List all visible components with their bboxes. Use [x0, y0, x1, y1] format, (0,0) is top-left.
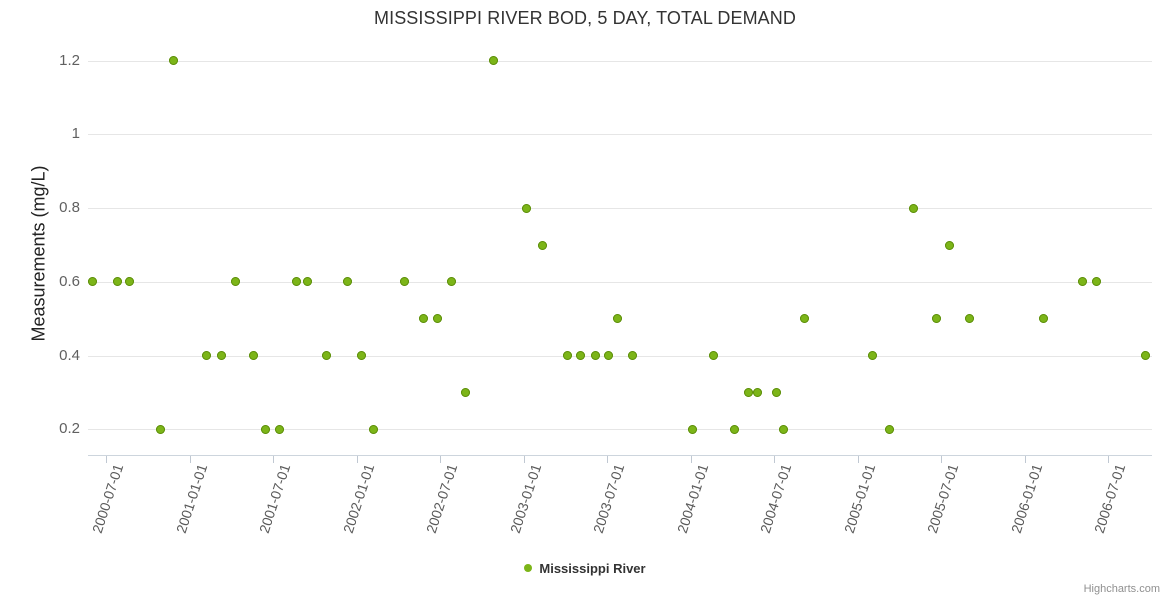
- x-axis-tick-label: 2005-07-01: [924, 462, 962, 536]
- x-axis-tick: [106, 456, 108, 463]
- x-axis-tick-label: 2002-07-01: [422, 462, 461, 536]
- x-axis-tick-label: 2004-01-01: [673, 462, 712, 536]
- data-point[interactable]: [1091, 277, 1101, 287]
- data-point[interactable]: [303, 277, 313, 287]
- x-axis-tick-label: 2004-07-01: [757, 462, 795, 536]
- x-axis-tick: [941, 456, 943, 463]
- x-axis-tick: [606, 456, 608, 463]
- data-point[interactable]: [885, 424, 895, 434]
- x-axis-tick: [774, 456, 776, 463]
- data-point[interactable]: [931, 314, 941, 324]
- data-point[interactable]: [112, 277, 122, 287]
- x-axis-tick-label: 2001-01-01: [173, 462, 211, 536]
- y-axis-tick-label: 0.4: [59, 346, 80, 364]
- gridline: [88, 60, 1152, 62]
- data-point[interactable]: [275, 424, 285, 434]
- chart-title: MISSISSIPPI RIVER BOD, 5 DAY, TOTAL DEMA…: [374, 8, 796, 28]
- x-axis-tick: [1025, 456, 1027, 463]
- data-point[interactable]: [868, 351, 878, 361]
- data-point[interactable]: [169, 56, 178, 66]
- data-point[interactable]: [778, 424, 788, 434]
- x-axis-tick: [691, 456, 693, 463]
- data-point[interactable]: [590, 351, 600, 361]
- x-axis-tick-label: 2003-07-01: [589, 462, 628, 536]
- x-axis-tick-label: 2002-01-01: [340, 462, 378, 536]
- data-point[interactable]: [752, 387, 762, 397]
- gridline: [88, 355, 1152, 357]
- data-point[interactable]: [743, 387, 753, 397]
- x-axis-tick-label: 2005-01-01: [841, 462, 879, 536]
- data-point[interactable]: [1140, 351, 1150, 361]
- data-point[interactable]: [1077, 277, 1087, 287]
- data-point[interactable]: [604, 351, 614, 361]
- data-point[interactable]: [261, 424, 271, 434]
- data-point[interactable]: [217, 351, 226, 361]
- data-point[interactable]: [562, 351, 572, 361]
- gridline: [88, 208, 1152, 210]
- x-axis-tick-label: 2001-07-01: [256, 462, 294, 536]
- data-point[interactable]: [488, 56, 498, 66]
- data-point[interactable]: [576, 351, 586, 361]
- data-point[interactable]: [321, 351, 331, 361]
- data-point[interactable]: [460, 387, 470, 397]
- data-point[interactable]: [908, 203, 918, 213]
- legend-item-label[interactable]: Mississippi River: [539, 561, 646, 577]
- data-point[interactable]: [400, 277, 410, 287]
- y-axis-tick-label: 0.8: [59, 199, 80, 217]
- y-axis-tick-label: 1: [71, 125, 80, 143]
- data-point[interactable]: [521, 203, 531, 213]
- y-axis-tick-label: 0.6: [59, 272, 80, 290]
- x-axis-tick: [273, 456, 275, 463]
- data-point[interactable]: [627, 351, 637, 361]
- x-axis-tick: [357, 456, 359, 463]
- x-axis-tick: [190, 456, 192, 463]
- gridline: [88, 134, 1152, 136]
- data-point[interactable]: [231, 277, 241, 287]
- data-point[interactable]: [155, 424, 165, 434]
- x-axis-tick: [858, 456, 860, 463]
- x-axis-tick: [1108, 456, 1110, 463]
- data-point[interactable]: [709, 351, 719, 361]
- legend-marker-icon: [524, 563, 533, 572]
- data-point[interactable]: [1039, 314, 1049, 324]
- credits-label[interactable]: Highcharts.com: [1083, 583, 1160, 595]
- data-point[interactable]: [537, 240, 547, 250]
- data-point[interactable]: [688, 424, 698, 434]
- gridline: [88, 281, 1152, 283]
- data-point[interactable]: [124, 277, 134, 287]
- data-point[interactable]: [771, 387, 781, 397]
- legend[interactable]: Mississippi River: [0, 560, 1170, 576]
- data-point[interactable]: [613, 314, 623, 324]
- x-axis-tick: [524, 456, 526, 463]
- data-point[interactable]: [432, 314, 442, 324]
- data-point[interactable]: [418, 314, 428, 324]
- data-point[interactable]: [965, 314, 975, 324]
- data-point[interactable]: [945, 240, 955, 250]
- data-point[interactable]: [446, 277, 456, 287]
- y-axis-tick-label: 0.2: [59, 420, 80, 438]
- data-point[interactable]: [249, 351, 259, 361]
- y-axis-tick-labels: 0.2 0.4 0.6 0.8 1 1.2: [0, 35, 80, 455]
- x-axis-tick-label: 2006-07-01: [1090, 462, 1129, 536]
- x-axis-tick-label: 2000-07-01: [89, 462, 127, 536]
- data-point[interactable]: [201, 351, 211, 361]
- x-axis-line: [88, 455, 1152, 456]
- gridline: [88, 429, 1152, 431]
- plot-area: [88, 35, 1152, 455]
- x-axis-tick-label: 2006-01-01: [1008, 462, 1046, 536]
- data-point[interactable]: [291, 277, 301, 287]
- data-point[interactable]: [356, 351, 366, 361]
- data-point[interactable]: [368, 424, 378, 434]
- data-point[interactable]: [88, 277, 98, 287]
- data-point[interactable]: [342, 277, 352, 287]
- y-axis-tick-label: 1.2: [59, 51, 80, 69]
- data-point[interactable]: [799, 314, 809, 324]
- x-axis-tick-label: 2003-01-01: [507, 462, 545, 536]
- x-axis-tick: [440, 456, 442, 463]
- data-point[interactable]: [730, 424, 740, 434]
